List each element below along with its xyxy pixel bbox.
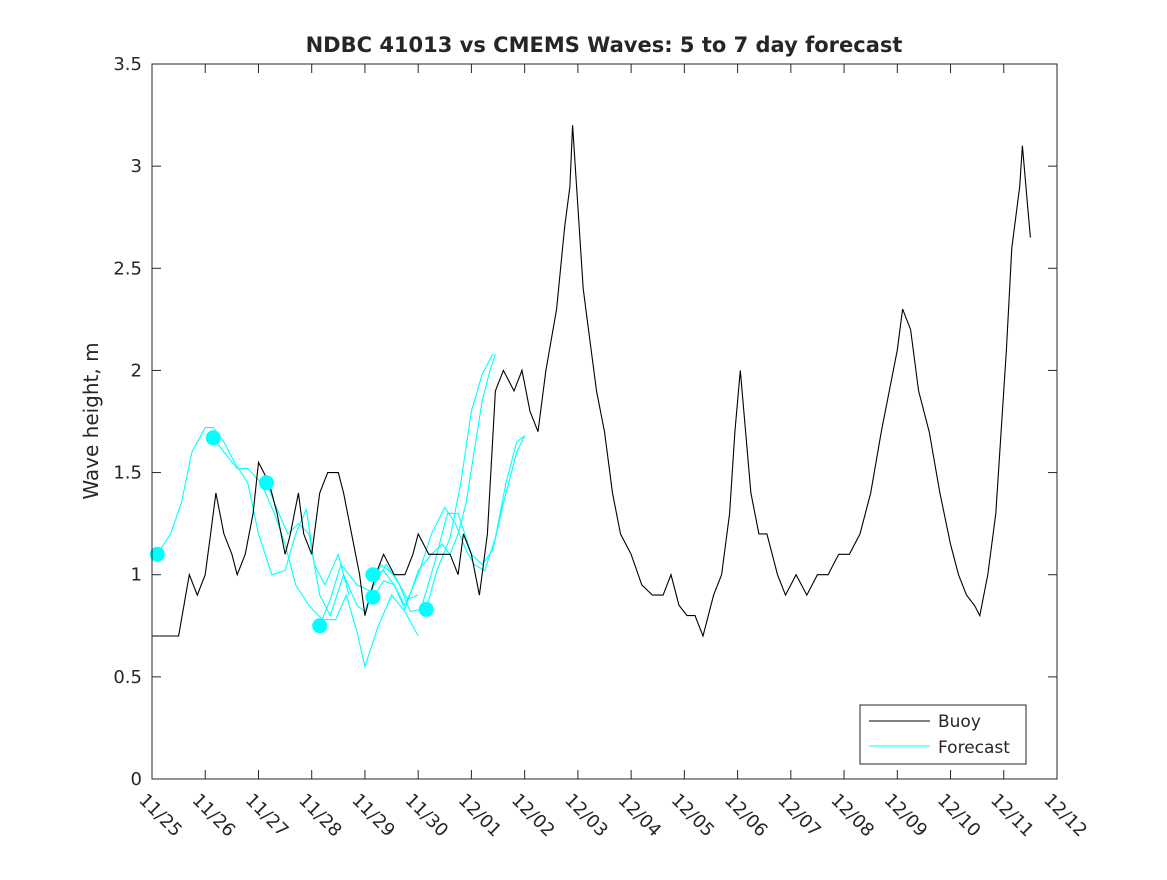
y-tick-label: 1: [131, 565, 142, 586]
y-tick-label: 0: [131, 769, 142, 790]
buoy-series-line: [152, 125, 1031, 638]
forecast-point-7: [418, 601, 434, 617]
y-tick-label: 2: [131, 360, 142, 381]
forecast-point-6: [365, 589, 381, 605]
legend-buoy-label: Buoy: [938, 712, 981, 732]
plot-area-frame: [151, 63, 1058, 780]
y-tick-label: 3.5: [113, 54, 142, 75]
y-tick-label: 1.5: [113, 463, 142, 484]
chart-title: NDBC 41013 vs CMEMS Waves: 5 to 7 day fo…: [306, 33, 903, 57]
y-tick-label: 2.5: [113, 258, 142, 279]
forecast-point-5: [365, 567, 381, 583]
legend-box: [859, 704, 1027, 765]
forecast-run-line-7: [425, 353, 494, 610]
y-axis-label: Wave height, m: [79, 342, 103, 499]
legend-forecast-label: Forecast: [938, 738, 1010, 758]
forecast-point-4: [312, 618, 328, 634]
forecast-run-line-2: [212, 437, 419, 669]
forecast-point-2: [205, 430, 221, 446]
forecast-run-line-6: [372, 353, 496, 611]
forecast-point-3: [259, 475, 274, 491]
forecast-point-1: [149, 546, 165, 562]
legend: Buoy Forecast: [859, 704, 1027, 765]
y-tick-label: 0.5: [113, 667, 142, 688]
y-tick-label: 3: [131, 156, 142, 177]
data-series: [149, 125, 1031, 669]
